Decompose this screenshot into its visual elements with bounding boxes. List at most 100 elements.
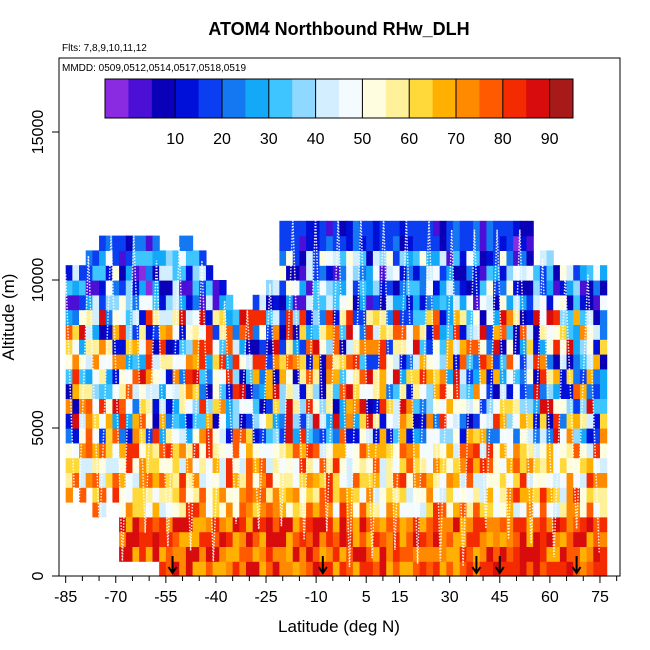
heatmap-cell [119,383,127,399]
heatmap-cell [426,383,434,399]
heatmap-cell [212,280,220,296]
heatmap-cell [499,531,508,547]
heatmap-cell [473,354,481,370]
heatmap-cell [499,428,508,444]
heatmap-cell [392,368,401,385]
heatmap-cell [172,280,180,296]
heatmap-cell [426,561,434,577]
heatmap-cell [526,354,534,370]
heatmap-cell [339,457,347,473]
heatmap-cell [165,368,174,385]
heatmap-cell [392,561,401,577]
heatmap-cell [332,309,341,325]
heatmap-cell [199,339,207,355]
heatmap-cell [439,280,447,296]
heatmap-cell [406,398,414,414]
heatmap-cell [459,413,467,429]
heatmap-cell [346,561,354,577]
y-axis-label: Altitude (m) [0,274,18,361]
heatmap-cell [359,531,367,547]
heatmap-cell [292,502,301,518]
heatmap-cell [533,442,541,459]
heatmap-cell [499,220,508,237]
dates-label: MMDD: 0509,0512,0514,0517,0518,0519 [62,63,246,74]
heatmap-cell [412,265,421,281]
heatmap-cell [559,398,568,414]
heatmap-cell [212,516,220,533]
heatmap-cell [372,413,381,429]
flight-track-line [64,217,601,568]
heatmap-cell [533,487,541,503]
heatmap-cell [573,383,581,399]
heatmap-cell [392,502,401,518]
heatmap-cell [399,546,407,562]
heatmap-cell [533,324,541,340]
heatmap-cell [139,428,147,444]
heatmap-cell [539,309,548,325]
heatmap-cell [292,531,301,547]
heatmap-cell [205,487,214,503]
heatmap-cell [165,413,174,429]
heatmap-cell [499,250,508,266]
heatmap-cell [139,413,147,429]
heatmap-cell [326,354,334,370]
heatmap-cell [319,546,327,562]
heatmap-cell [292,546,301,562]
heatmap-cell [292,487,301,503]
heatmap-cell [125,250,134,266]
heatmap-cell [559,472,568,488]
heatmap-cell [92,487,100,503]
heatmap-cell [446,383,454,399]
heatmap-cell [453,531,461,547]
heatmap-cell [352,502,361,518]
heatmap-cell [339,220,347,237]
heatmap-cell [392,472,401,488]
heatmap-cell [466,442,474,459]
heatmap-cell [266,442,274,459]
heatmap-cell [319,428,327,444]
heatmap-cell [539,413,548,429]
heatmap-cell [92,354,100,370]
heatmap-cell [199,309,207,325]
heatmap-cell [546,398,554,414]
heatmap-cell [486,457,494,473]
heatmap-cell [299,339,307,355]
heatmap-cell [145,235,154,251]
heatmap-cell [479,487,488,503]
heatmap-cell [539,516,548,533]
heatmap-cell [433,546,441,562]
heatmap-cell [159,339,167,355]
heatmap-cell [259,398,267,414]
heatmap-cell [586,531,594,547]
x-tick-label: -70 [104,589,127,606]
heatmap-cell [179,531,187,547]
heatmap-cell [239,531,247,547]
heatmap-cell [566,324,574,340]
heatmap-cell [152,309,160,325]
heatmap-cell [185,339,194,355]
heatmap-cell [586,339,594,355]
heatmap-cell [145,516,154,533]
heatmap-cell [219,442,227,459]
heatmap-cell [312,324,321,340]
heatmap-cell [392,294,401,311]
heatmap-cell [359,546,367,562]
colorbar-swatch [362,79,387,118]
heatmap-cell [453,280,461,296]
heatmap-cell [392,324,401,340]
heatmap-cell [212,457,220,473]
heatmap-cell [205,428,214,444]
heatmap-cell [306,531,314,547]
heatmap-cell [506,428,514,444]
heatmap-cell [466,294,474,311]
heatmap-cell [326,546,334,562]
heatmap-cell [185,457,194,473]
heatmap-cell [539,368,548,385]
x-tick-label: -40 [204,589,227,606]
heatmap-cell [79,265,87,281]
heatmap-cell [446,220,454,237]
heatmap-cell [272,354,280,370]
heatmap-cell [479,383,488,399]
heatmap-cell [99,487,107,503]
heatmap-cell [172,398,180,414]
